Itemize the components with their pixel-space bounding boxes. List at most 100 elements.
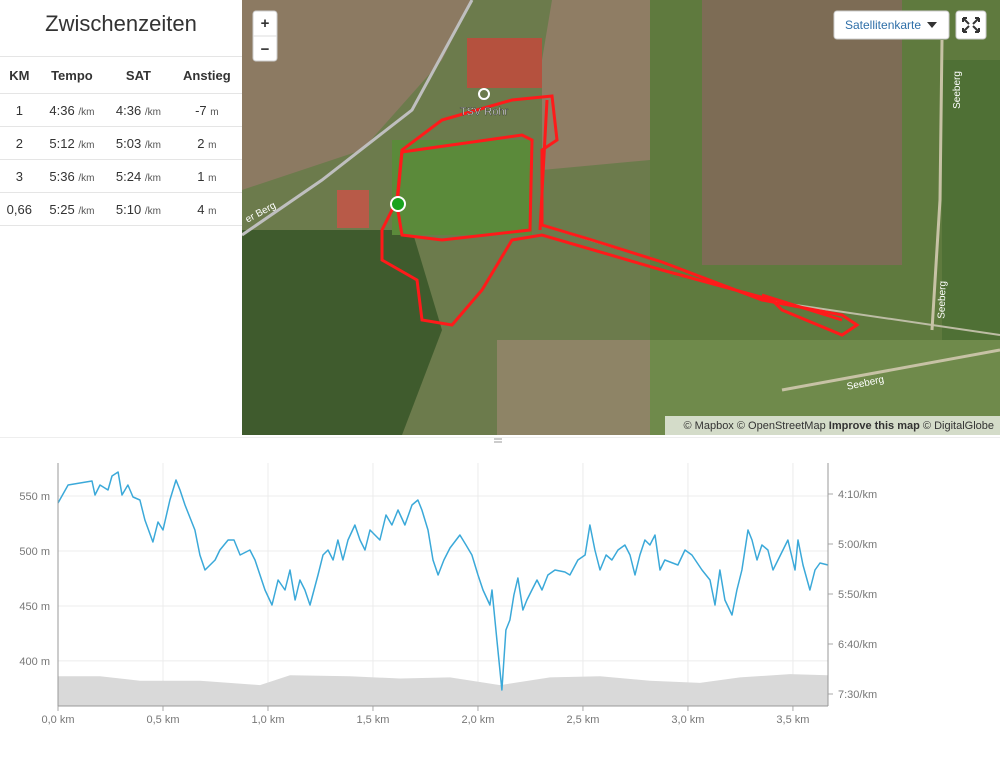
map: TSV Rohr er Berg Seeberg Seeberg Seeberg… <box>242 0 1000 435</box>
route <box>380 94 860 337</box>
attr-improve[interactable]: Improve this map <box>829 420 920 432</box>
anstieg-value: 1 <box>197 168 205 184</box>
tempo-cell: 4:36 /km <box>38 93 106 127</box>
x-tick-label: 3,0 km <box>671 714 704 726</box>
attr-osm: © OpenStreetMap <box>737 420 826 432</box>
x-tick-label: 2,0 km <box>461 714 494 726</box>
km-cell: 3 <box>0 159 39 193</box>
y2-tick-label: 7:30/km <box>838 689 877 701</box>
x-tick-label: 1,0 km <box>251 714 284 726</box>
x-tick-label: 1,5 km <box>356 714 389 726</box>
pace-line <box>57 471 829 691</box>
start-marker <box>390 196 406 212</box>
attribution-bar <box>665 416 1000 435</box>
field <box>702 0 902 265</box>
road <box>242 0 474 237</box>
elevation-area <box>58 674 828 706</box>
sat-value: 4:36 <box>115 102 142 118</box>
header-cell: Anstieg <box>183 67 231 83</box>
fullscreen-button[interactable] <box>955 10 987 40</box>
tempo-value: 5:25 <box>49 201 75 217</box>
tempo-cell: 5:36 /km <box>38 159 106 193</box>
unit: /km <box>144 172 161 184</box>
km-cell: 2 <box>0 126 39 160</box>
anstieg-cell: -7 m <box>171 93 242 127</box>
y-tick-label: 450 m <box>19 601 50 613</box>
tempo-value: 5:36 <box>49 168 75 184</box>
map-label: TSV Rohr <box>460 106 509 118</box>
end-marker <box>478 88 490 100</box>
fullscreen-icon <box>962 17 980 33</box>
sat-cell: 5:24 /km <box>105 159 172 193</box>
road <box>930 39 944 331</box>
sat-value: 5:24 <box>115 168 142 184</box>
table-body: 1 4:36 /km 4:36 /km -7 m 2 5:12 /km 5:03 /km 2 … <box>0 93 242 226</box>
sat-value: 5:03 <box>115 135 142 151</box>
tempo-cell: 5:25 /km <box>38 192 106 226</box>
split-row: 3 5:36 /km 5:24 /km 1 m <box>0 159 242 193</box>
x-tick-label: 3,5 km <box>776 714 809 726</box>
x-tick-label: 0,0 km <box>41 714 74 726</box>
unit: m <box>208 172 217 184</box>
y-tick-label: 550 m <box>19 491 50 503</box>
split-row: 1 4:36 /km 4:36 /km -7 m <box>0 93 242 127</box>
anstieg-value: 4 <box>197 201 205 217</box>
unit: /km <box>144 205 161 217</box>
road <box>781 348 1000 392</box>
building <box>467 38 542 88</box>
zoom-in[interactable]: + <box>261 15 270 32</box>
route-path <box>380 94 860 337</box>
anstieg-cell: 4 m <box>171 192 242 226</box>
field <box>242 0 472 190</box>
unit: /km <box>78 205 95 217</box>
y2-tick-label: 5:00/km <box>838 539 877 551</box>
splits-panel: Zwischenzeiten KM Tempo SAT Anstieg 1 4:36 /… <box>0 0 242 435</box>
y-tick-label: 500 m <box>19 546 50 558</box>
anstieg-value: -7 <box>195 102 207 118</box>
x-tick-label: 2,5 km <box>566 714 599 726</box>
unit: m <box>208 139 217 151</box>
header-cell: Tempo <box>51 67 93 83</box>
building <box>337 190 369 228</box>
zoom-control: + − <box>252 10 278 62</box>
split-row: 2 5:12 /km 5:03 /km 2 m <box>0 126 242 160</box>
map-label: Seeberg <box>952 71 963 109</box>
field <box>497 340 650 435</box>
y-tick-label: 400 m <box>19 656 50 668</box>
sat-cell: 5:10 /km <box>105 192 172 226</box>
tempo-cell: 5:12 /km <box>38 126 106 160</box>
y2-tick-label: 5:50/km <box>838 589 877 601</box>
unit: /km <box>78 139 95 151</box>
header-row: KM Tempo SAT Anstieg <box>0 57 242 94</box>
y2-tick-label: 4:10/km <box>838 489 877 501</box>
layer-button[interactable] <box>833 10 950 40</box>
header-cell: SAT <box>125 67 151 83</box>
splits-title: Zwischenzeiten <box>0 0 242 57</box>
anstieg-cell: 2 m <box>171 126 242 160</box>
sat-cell: 4:36 /km <box>105 93 172 127</box>
unit: /km <box>144 106 161 118</box>
zoom-out[interactable]: − <box>261 41 270 58</box>
tempo-value: 4:36 <box>49 102 75 118</box>
header-cell: KM <box>9 67 30 83</box>
attr-imagery: © DigitalGlobe <box>923 420 994 432</box>
unit: /km <box>144 139 161 151</box>
unit: /km <box>78 172 95 184</box>
km-cell: 0,66 <box>0 192 39 226</box>
split-row: 0,66 5:25 /km 5:10 /km 4 m <box>0 192 242 226</box>
route-path <box>538 99 843 322</box>
anstieg-value: 2 <box>197 135 205 151</box>
map-label: Seeberg <box>936 281 948 319</box>
km-cell: 1 <box>0 93 39 127</box>
chart: 400 m 450 m 500 m 550 m 4:10/km 5:00/km 5:50/k… <box>0 437 1000 726</box>
x-tick-label: 0,5 km <box>146 714 179 726</box>
y2-tick-label: 6:40/km <box>838 639 877 651</box>
anstieg-cell: 1 m <box>171 159 242 193</box>
attribution: © Mapbox © OpenStreetMap Improve this ma… <box>684 420 994 432</box>
unit: m <box>208 205 217 217</box>
unit: /km <box>78 106 95 118</box>
layer-button-label[interactable]: Satellitenkarte <box>845 18 921 32</box>
trees <box>242 230 442 435</box>
